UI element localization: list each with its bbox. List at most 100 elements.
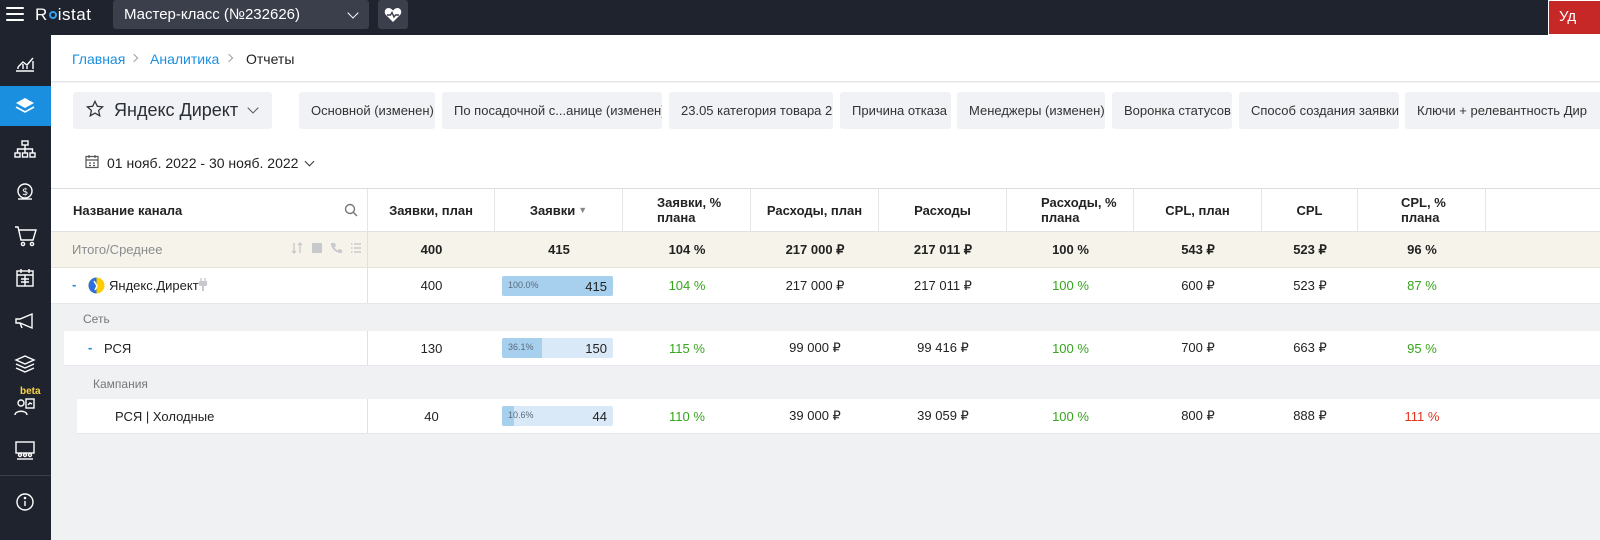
column-header-cpl-plan[interactable]: CPL, план: [1134, 189, 1262, 231]
column-header-cpl[interactable]: CPL: [1262, 189, 1358, 231]
cpl: 523 ₽: [1293, 277, 1327, 293]
chevron-down-icon: [304, 156, 315, 167]
cost-plan: 99 000 ₽: [789, 340, 841, 355]
column-header-leads-percent[interactable]: Заявки, % плана: [623, 189, 751, 231]
stack-icon: [14, 355, 36, 373]
table-row[interactable]: - Яндекс.Директ 400 100.0% 415 104 % 217…: [51, 268, 1600, 304]
sidebar-item-structure[interactable]: [0, 129, 51, 169]
column-header-cost-plan[interactable]: Расходы, план: [751, 189, 879, 231]
total-cost-percent: 100 %: [1052, 242, 1089, 257]
sidebar-item-marketing[interactable]: [0, 301, 51, 341]
leads-percent: 110 %: [669, 408, 705, 424]
corner-button-label: Уд: [1559, 8, 1577, 25]
cpl-plan: 700 ₽: [1181, 340, 1215, 355]
sidebar-item-analytics[interactable]: [0, 86, 51, 126]
cpl-percent: 87 %: [1407, 278, 1437, 293]
column-header-leads-plan[interactable]: Заявки, план: [368, 189, 495, 231]
column-header-channel[interactable]: Название канала: [51, 189, 368, 231]
sort-desc-icon: ▼: [578, 204, 588, 215]
table-header: Название канала Заявки, план Заявки ▼ Зая…: [51, 189, 1600, 232]
column-header-cost-percent[interactable]: Расходы, % плана: [1007, 189, 1134, 231]
square-icon[interactable]: [311, 242, 323, 254]
leads-bar-percent: 10.6%: [508, 410, 534, 420]
team-icon: [15, 441, 35, 460]
info-icon: [16, 493, 34, 511]
leads-bar-percent: 100.0%: [508, 280, 539, 290]
megaphone-icon: [15, 312, 33, 330]
total-cost: 217 011 ₽: [913, 241, 973, 257]
breadcrumb-reports: Отчеты: [246, 51, 295, 67]
project-selector[interactable]: Мастер-класс (№232626): [113, 0, 369, 29]
date-range-text: 01 нояб. 2022 - 30 нояб. 2022: [107, 155, 299, 171]
leads-bar: 100.0% 415: [502, 276, 613, 296]
leads-bar: 36.1% 150: [502, 338, 613, 358]
list-icon[interactable]: [350, 242, 362, 254]
report-title: Яндекс Директ: [114, 100, 239, 120]
breadcrumb-home[interactable]: Главная: [72, 51, 126, 67]
layers-plus-icon: [15, 97, 35, 113]
column-header-cpl-percent[interactable]: CPL, % плана: [1358, 189, 1486, 231]
sidebar-item-team[interactable]: [0, 430, 51, 470]
collapse-toggle[interactable]: -: [88, 340, 93, 355]
plug-icon: [199, 278, 207, 291]
phone-icon[interactable]: [330, 242, 343, 254]
leads-percent: 115 %: [669, 340, 705, 356]
sort-icon[interactable]: [291, 242, 303, 254]
sidebar-item-beta-feature[interactable]: [0, 387, 51, 427]
sidebar-item-finance[interactable]: $: [0, 172, 51, 212]
star-icon[interactable]: [86, 100, 104, 118]
total-row: Итого/Среднее 400 415 104 % 217 000 ₽ 21…: [51, 232, 1600, 268]
cpl-plan: 800 ₽: [1181, 408, 1215, 423]
corner-action-button[interactable]: Уд: [1548, 0, 1600, 35]
total-leads-percent: 104 %: [668, 242, 706, 257]
sidebar-item-dashboard[interactable]: [0, 43, 51, 83]
main-content: Главная Аналитика Отчеты Яндекс Директ О…: [51, 35, 1600, 540]
channel-name: РСЯ: [104, 341, 132, 356]
report-tab[interactable]: Ключи + релевантность Дир: [1405, 92, 1600, 129]
total-cpl: 523 ₽: [1293, 241, 1327, 257]
svg-text:$: $: [22, 187, 28, 198]
report-tab[interactable]: Воронка статусов: [1112, 92, 1232, 129]
leads-bar: 10.6% 44: [502, 406, 613, 426]
report-tab[interactable]: Менеджеры (изменен): [957, 92, 1105, 129]
date-range-picker[interactable]: 01 нояб. 2022 - 30 нояб. 2022: [51, 137, 1600, 189]
cpl: 663 ₽: [1293, 340, 1327, 355]
table-row[interactable]: РСЯ | Холодные 40 10.6% 44 110 % 39 000 …: [77, 399, 1600, 434]
report-selector[interactable]: Яндекс Директ: [73, 92, 272, 129]
group-label-row: Сеть: [51, 304, 1600, 331]
chevron-down-icon: [347, 7, 359, 19]
table-row[interactable]: - РСЯ 130 36.1% 150 115 % 99 000 ₽ 99 41…: [64, 331, 1600, 366]
report-tab[interactable]: По посадочной с...анице (изменен): [442, 92, 662, 129]
sidebar-item-info[interactable]: [0, 482, 51, 522]
report-tab[interactable]: 23.05 категория товара 2: [669, 92, 833, 129]
column-header-cost[interactable]: Расходы: [879, 189, 1007, 231]
sidebar: $ beta: [0, 35, 51, 540]
report-tab[interactable]: Способ создания заявки: [1239, 92, 1399, 129]
channel-name: РСЯ | Холодные: [115, 409, 215, 424]
column-label: Название канала: [73, 202, 183, 218]
leads-bar-fill: [502, 406, 514, 426]
cost-percent: 100 %: [1052, 340, 1089, 356]
sidebar-item-layers[interactable]: [0, 344, 51, 384]
calendar-icon: [16, 269, 34, 287]
search-icon[interactable]: [344, 203, 358, 217]
health-button[interactable]: [378, 0, 408, 29]
total-cpl-percent: 96 %: [1407, 242, 1437, 257]
breadcrumb-analytics[interactable]: Аналитика: [150, 51, 220, 67]
leads-value: 150: [585, 341, 607, 356]
column-header-leads[interactable]: Заявки ▼: [495, 189, 623, 231]
collapse-toggle[interactable]: -: [72, 277, 77, 292]
chart-icon: [16, 57, 34, 72]
sitemap-icon: [14, 140, 36, 158]
sidebar-item-calendar[interactable]: [0, 258, 51, 298]
cart-icon: [15, 226, 37, 247]
total-label: Итого/Среднее: [72, 242, 163, 257]
report-tab[interactable]: Причина отказа: [840, 92, 951, 129]
report-tab[interactable]: Основной (изменен): [299, 92, 435, 129]
sidebar-item-orders[interactable]: [0, 215, 51, 255]
column-label: Заявки: [529, 202, 576, 218]
logo-text-left: R: [35, 5, 48, 24]
total-leads-plan: 400: [420, 242, 443, 257]
menu-icon[interactable]: [6, 7, 24, 21]
